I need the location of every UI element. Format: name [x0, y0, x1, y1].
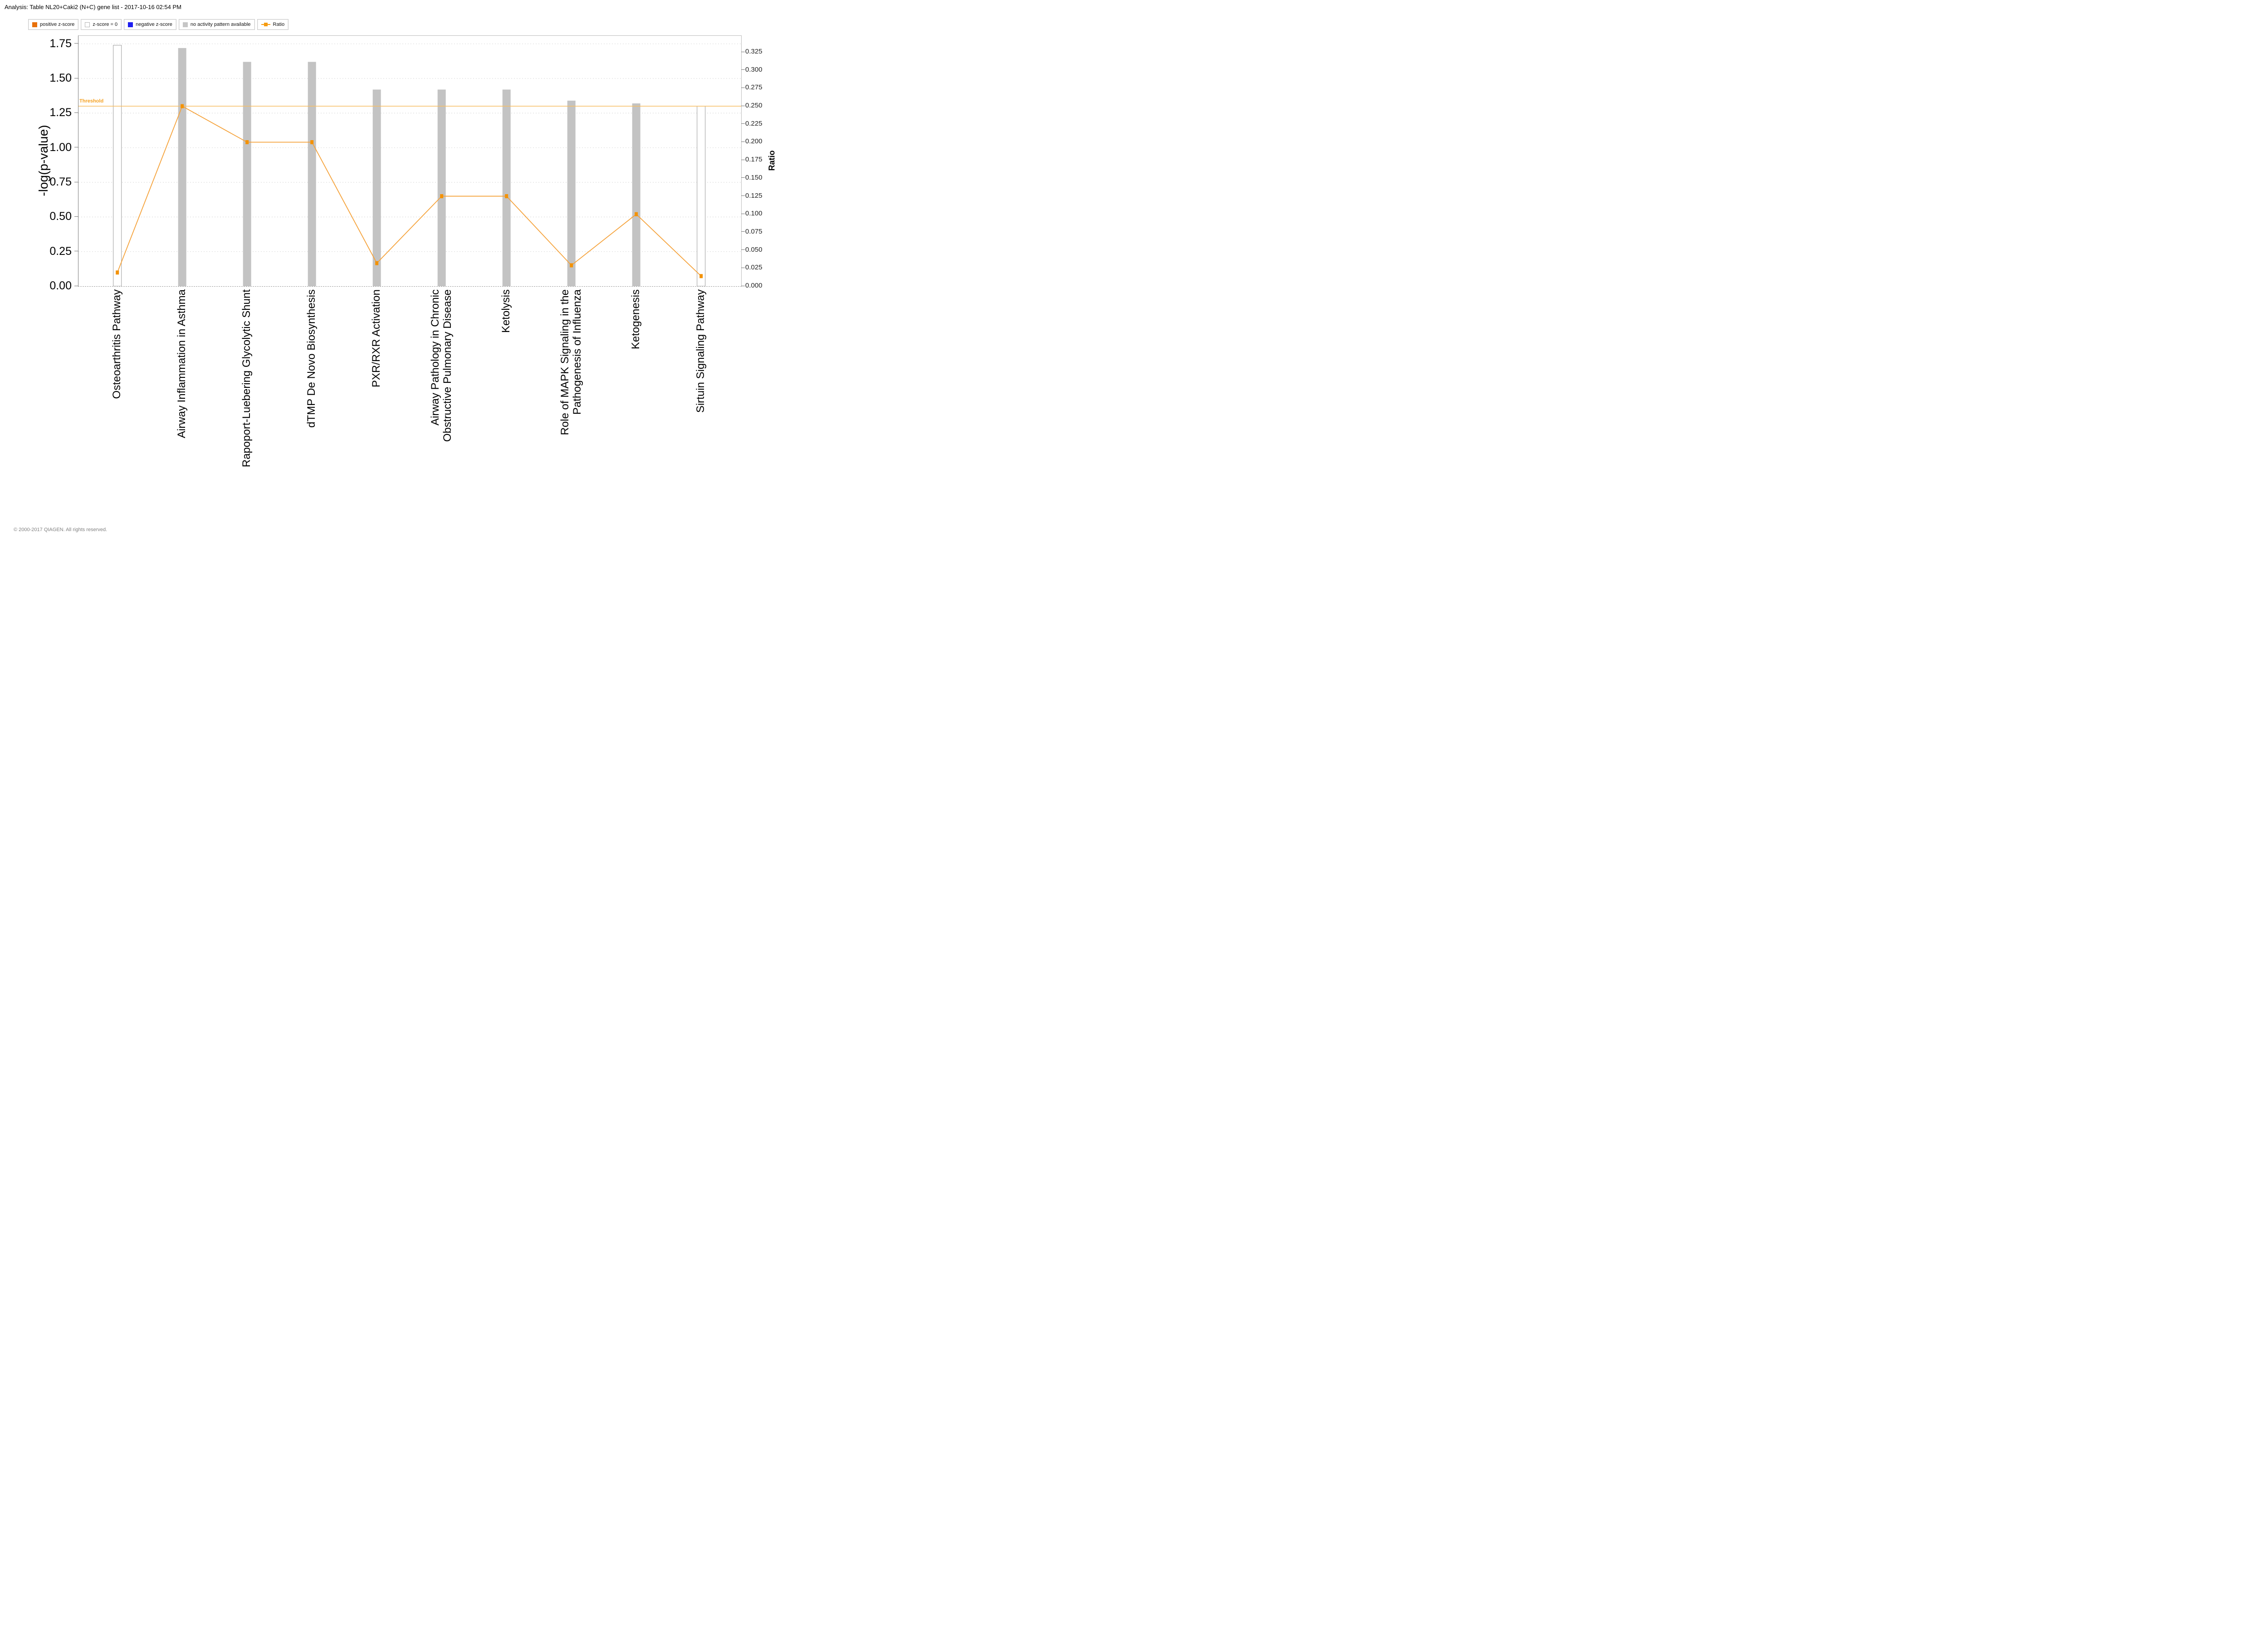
right-axis-tick-label: 0.100 [745, 210, 763, 218]
right-axis-tick-label: 0.000 [745, 282, 763, 289]
legend-item-z-score-0: z-score = 0 [81, 19, 122, 30]
ratio-marker-role-of-mapk-signaling-in-the-pathogenesis-of-influenza [570, 263, 573, 268]
right-axis-tick-label: 0.225 [745, 119, 763, 127]
legend-label: Ratio [273, 22, 285, 27]
ratio-marker-ketogenesis [635, 212, 638, 216]
legend-label: positive z-score [40, 22, 75, 27]
x-axis-label-sirtuin-signaling-pathway: Sirtuin Signaling Pathway [694, 289, 707, 534]
x-axis-label-dtmp-de-novo-biosynthesis: dTMP De Novo Biosynthesis [305, 289, 318, 534]
right-axis-tick [741, 123, 745, 124]
bar-dtmp-de-novo-biosynthesis[interactable] [308, 62, 316, 286]
ratio-marker-airway-inflammation-in-asthma [181, 104, 184, 108]
right-axis-tick-label: 0.025 [745, 264, 763, 272]
right-axis-tick-label: 0.175 [745, 156, 763, 164]
bar-rapoport-luebering-glycolytic-shunt[interactable] [243, 62, 251, 286]
right-axis-tick-label: 0.325 [745, 48, 763, 56]
x-axis-label-line: Airway Inflammation in Asthma [176, 289, 188, 439]
analysis-title: Analysis: Table NL20+Caki2 (N+C) gene li… [5, 4, 181, 10]
bar-airway-pathology-in-chronic-obstructive-pulmonary-disease[interactable] [437, 89, 446, 286]
x-axis-label-rapoport-luebering-glycolytic-shunt: Rapoport-Luebering Glycolytic Shunt [240, 289, 253, 534]
positive-z-score-swatch-icon [32, 22, 37, 27]
x-axis-label-osteoarthritis-pathway: Osteoarthritis Pathway [111, 289, 123, 534]
ipa-canonical-pathways-chart: Analysis: Table NL20+Caki2 (N+C) gene li… [0, 0, 780, 542]
left-axis-tick-label: 0.00 [49, 279, 72, 292]
x-axis-label-line: PXR/RXR Activation [370, 289, 383, 388]
ratio-marker-airway-pathology-in-chronic-obstructive-pulmonary-disease [440, 194, 444, 199]
bar-role-of-mapk-signaling-in-the-pathogenesis-of-influenza[interactable] [567, 100, 576, 286]
left-axis-tick [74, 216, 78, 217]
copyright-footer: © 2000-2017 QIAGEN. All rights reserved. [14, 527, 108, 532]
ratio-marker-pxr-rxr-activation [375, 261, 379, 265]
x-axis-label-ketolysis: Ketolysis [500, 289, 512, 534]
x-axis-label-line: Sirtuin Signaling Pathway [694, 289, 707, 413]
negative-z-score-swatch-icon [128, 22, 133, 27]
left-axis-tick-label: 1.25 [49, 106, 72, 119]
z-score-0-swatch-icon [85, 22, 90, 27]
right-axis-tick [741, 195, 745, 196]
bar-airway-inflammation-in-asthma[interactable] [178, 48, 186, 286]
ratio-marker-sirtuin-signaling-pathway [699, 274, 703, 278]
x-axis-label-line: Rapoport-Luebering Glycolytic Shunt [240, 289, 253, 468]
left-axis-tick [74, 43, 78, 44]
x-axis-label-line: Pathogenesis of Influenza [571, 289, 583, 415]
legend-item-no-activity-pattern-available: no activity pattern available [178, 19, 255, 30]
ratio-marker-osteoarthritis-pathway [116, 270, 119, 275]
left-axis-tick-label: 0.75 [49, 176, 72, 189]
ratio-marker-rapoport-luebering-glycolytic-shunt [245, 140, 249, 144]
right-axis-tick-label: 0.200 [745, 137, 763, 146]
x-axis-label-role-of-mapk-signaling-in-the-pathogenesis-of-influenza: Role of MAPK Signaling in the Pathogenesi… [559, 289, 583, 534]
x-axis-label-ketogenesis: Ketogenesis [630, 289, 642, 534]
legend-item-positive-z-score: positive z-score [28, 19, 79, 30]
x-axis-label-airway-pathology-in-chronic-obstructive-pulmonary-disease: Airway Pathology in Chronic Obstructive P… [429, 289, 454, 534]
right-axis-title: Ratio [767, 150, 777, 171]
ratio-line [117, 105, 702, 277]
chart-canvas [78, 44, 741, 286]
right-axis-tick-label: 0.150 [745, 173, 763, 181]
bar-sirtuin-signaling-pathway[interactable] [697, 106, 706, 286]
left-axis-tick [74, 112, 78, 113]
legend-label: z-score = 0 [93, 22, 118, 27]
legend-label: negative z-score [136, 22, 172, 27]
x-axis-label-line: Ketogenesis [630, 289, 642, 350]
right-axis-tick [741, 231, 745, 232]
left-axis-tick-label: 1.75 [49, 37, 72, 50]
left-axis-tick-label: 1.00 [49, 141, 72, 154]
left-axis-tick-label: 1.50 [49, 72, 72, 85]
x-axis-label-line: Obstructive Pulmonary Disease [441, 289, 454, 442]
ratio-swatch-icon [261, 22, 270, 27]
bar-ketogenesis[interactable] [632, 103, 640, 286]
legend-item-negative-z-score: negative z-score [124, 19, 176, 30]
x-axis-label-pxr-rxr-activation: PXR/RXR Activation [370, 289, 382, 534]
legend: positive z-score z-score = 0 negative z-sc… [28, 19, 289, 30]
x-axis-label-line: Osteoarthritis Pathway [111, 289, 123, 399]
right-axis-tick [741, 177, 745, 178]
left-axis-tick-label: 0.50 [49, 210, 72, 223]
plot-area [78, 35, 742, 287]
right-axis-tick-label: 0.300 [745, 65, 763, 73]
right-axis-tick-label: 0.125 [745, 191, 763, 200]
legend-item-ratio: Ratio [257, 19, 289, 30]
legend-label: no activity pattern available [190, 22, 251, 27]
left-axis-tick-label: 0.25 [49, 244, 72, 258]
right-axis-tick-label: 0.075 [745, 227, 763, 235]
x-axis-label-line: Role of MAPK Signaling in the [558, 289, 571, 435]
ratio-marker-dtmp-de-novo-biosynthesis [310, 140, 314, 144]
x-axis-label-line: Ketolysis [500, 289, 513, 333]
right-axis-tick [741, 69, 745, 70]
bar-osteoarthritis-pathway[interactable] [113, 45, 122, 286]
right-axis-tick [741, 249, 745, 250]
right-axis-tick-label: 0.050 [745, 245, 763, 254]
no-activity-pattern-available-swatch-icon [182, 22, 188, 27]
x-axis-label-line: dTMP De Novo Biosynthesis [305, 289, 318, 428]
x-axis-label-line: Airway Pathology in Chronic [429, 289, 441, 426]
threshold-label: Threshold [79, 98, 104, 104]
bar-pxr-rxr-activation[interactable] [372, 89, 381, 286]
bar-ketolysis[interactable] [502, 89, 511, 286]
ratio-marker-ketolysis [505, 194, 508, 199]
x-axis-label-airway-inflammation-in-asthma: Airway Inflammation in Asthma [176, 289, 188, 534]
right-axis-tick-label: 0.275 [745, 83, 763, 92]
right-axis-tick-label: 0.250 [745, 102, 763, 110]
